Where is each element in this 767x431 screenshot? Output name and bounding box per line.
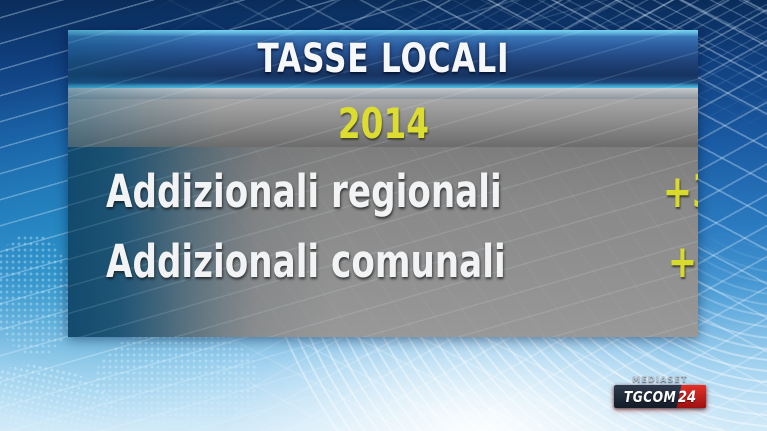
logo-tgcom-text: TGCOM: [623, 388, 677, 406]
row-value: +3,1%: [662, 164, 698, 218]
panel-header: TASSE LOCALI: [68, 30, 698, 88]
header-divider: [68, 88, 698, 99]
tax-data-panel: TASSE LOCALI 2014 Addizionali regionali …: [68, 30, 698, 337]
tgcom24-bug: MEDIASET TGCOM 24: [614, 375, 706, 408]
data-rows: Addizionali regionali +3,1% Addizionali …: [68, 147, 698, 337]
panel-title: TASSE LOCALI: [257, 36, 509, 82]
year-bar: 2014: [68, 98, 698, 148]
mediaset-label: MEDIASET: [632, 375, 688, 384]
row-label: Addizionali comunali: [106, 234, 506, 288]
world-map-dots: [0, 235, 70, 355]
table-row: Addizionali regionali +3,1%: [106, 163, 698, 219]
world-map-dots: [95, 328, 260, 431]
year-label: 2014: [337, 98, 429, 148]
tgcom24-logo: TGCOM 24: [614, 385, 706, 408]
row-value: +6,9%: [667, 234, 698, 288]
row-label: Addizionali regionali: [106, 164, 502, 218]
logo-24-text: 24: [677, 387, 697, 406]
table-row: Addizionali comunali +6,9%: [106, 233, 698, 289]
